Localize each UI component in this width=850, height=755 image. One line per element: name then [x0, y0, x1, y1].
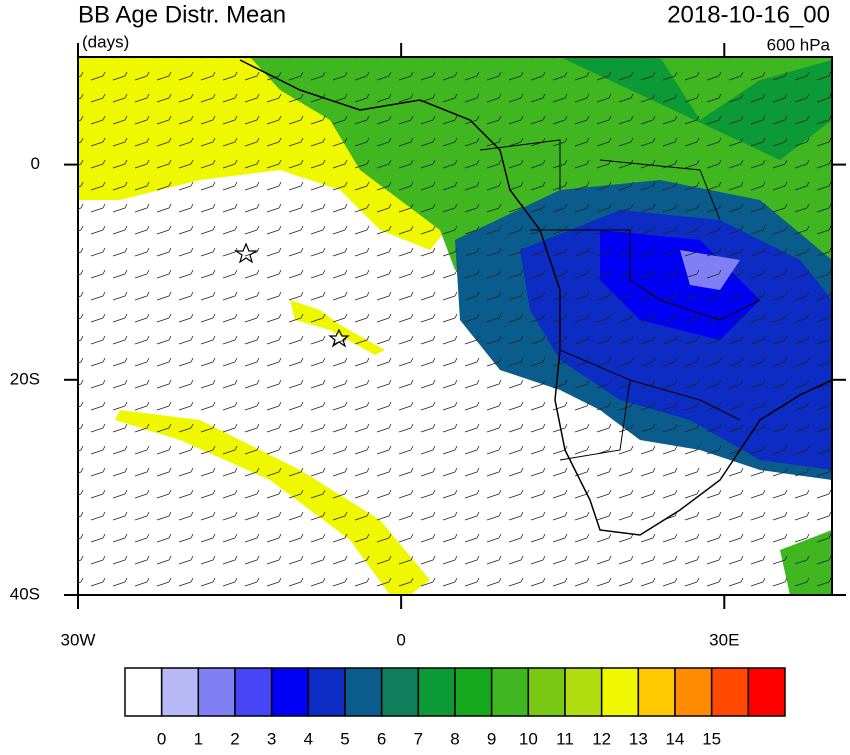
colorbar-label: 5	[340, 729, 349, 748]
colorbar-box	[674, 667, 713, 717]
colorbar-box	[160, 667, 200, 717]
units-label: (days)	[82, 32, 129, 51]
colorbar-label: 9	[487, 729, 496, 748]
colorbar-label: 2	[230, 729, 239, 748]
colorbar-label: 4	[304, 729, 313, 748]
map-title: BB Age Distr. Mean	[78, 1, 286, 28]
y-tick-label: 40S	[10, 584, 40, 603]
y-tick-label: 20S	[10, 369, 40, 388]
colorbar-label: 8	[450, 729, 459, 748]
colorbar-box	[124, 667, 163, 717]
colorbar-label: 7	[414, 729, 423, 748]
y-tick-label: 0	[31, 154, 40, 173]
colorbar-box	[637, 667, 676, 717]
colorbar-box	[454, 667, 493, 717]
colorbar-label: 6	[377, 729, 386, 748]
colorbar-box	[564, 667, 603, 717]
colorbar-box	[710, 667, 750, 717]
colorbar-box	[380, 667, 420, 717]
colorbar-label: 12	[592, 729, 611, 748]
colorbar-label: 11	[556, 729, 574, 748]
colorbar-label: 3	[267, 729, 276, 748]
colorbar-box	[270, 667, 310, 717]
map-frame	[77, 56, 833, 596]
axis-ticks: 0 20S 40S 30W 0 30E	[10, 43, 846, 649]
colorbar-box	[747, 667, 786, 717]
map-field	[78, 57, 832, 595]
date-label: 2018-10-16_00	[667, 1, 830, 28]
colorbar-box	[344, 667, 383, 717]
colorbar-label: 14	[666, 729, 685, 748]
level-label: 600 hPa	[767, 35, 831, 54]
colorbar-label: 1	[194, 729, 203, 748]
colorbar-box	[490, 667, 530, 717]
colorbar: 0 1 2 3 4 5 6 7 8 9 10 11 12 13 14 15	[124, 667, 786, 748]
colorbar-label: 13	[629, 729, 648, 748]
x-tick-label: 0	[396, 630, 405, 649]
colorbar-box	[527, 667, 566, 717]
colorbar-box	[600, 667, 640, 717]
x-tick-label: 30E	[709, 630, 739, 649]
x-tick-label: 30W	[61, 630, 96, 649]
colorbar-label: 15	[702, 729, 721, 748]
colorbar-box	[197, 667, 236, 717]
colorbar-label: 10	[519, 729, 538, 748]
colorbar-box	[307, 667, 346, 717]
colorbar-label: 0	[157, 729, 166, 748]
colorbar-box	[234, 667, 273, 717]
colorbar-box	[417, 667, 456, 717]
